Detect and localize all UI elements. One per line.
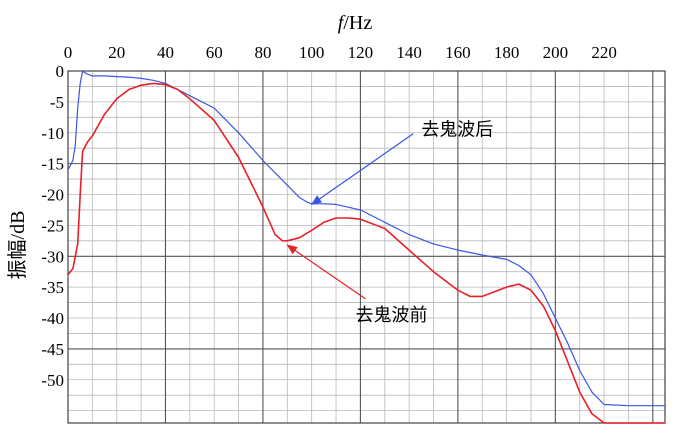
y-tick-label: -10 bbox=[41, 124, 64, 143]
x-tick-label: 220 bbox=[591, 43, 617, 62]
annotation-arrow-before bbox=[286, 244, 366, 300]
y-tick-label: 0 bbox=[56, 62, 65, 81]
x-axis-title-unit: /Hz bbox=[343, 12, 372, 34]
y-tick-label: -20 bbox=[41, 186, 64, 205]
x-tick-label: 80 bbox=[254, 43, 271, 62]
x-tick-labels: 0 20 40 60 80 100 120 140 160 180 200 220 bbox=[64, 43, 617, 62]
y-tick-label: -40 bbox=[41, 309, 64, 328]
minor-grid bbox=[67, 70, 665, 423]
x-tick-label: 60 bbox=[206, 43, 223, 62]
plot-frame bbox=[67, 70, 666, 424]
x-tick-label: 100 bbox=[299, 43, 325, 62]
major-grid bbox=[68, 71, 665, 423]
y-tick-label: -5 bbox=[50, 93, 64, 112]
x-tick-label: 120 bbox=[348, 43, 374, 62]
x-tick-label: 180 bbox=[494, 43, 520, 62]
annotation-label-after: 去鬼波后 bbox=[421, 120, 493, 141]
x-tick-label: 40 bbox=[157, 43, 174, 62]
x-axis-title: f/Hz bbox=[338, 12, 373, 34]
series-layer bbox=[67, 70, 665, 424]
y-axis-title: 振幅/dB bbox=[6, 211, 29, 280]
annotation-arrow-after bbox=[310, 133, 414, 206]
series-line-after-deghosting bbox=[67, 70, 665, 407]
annotation-label-before: 去鬼波前 bbox=[356, 305, 428, 326]
x-tick-label: 200 bbox=[543, 43, 569, 62]
y-tick-label: -15 bbox=[41, 155, 64, 174]
y-tick-label: -35 bbox=[41, 278, 64, 297]
x-tick-label: 160 bbox=[445, 43, 471, 62]
y-tick-label: -30 bbox=[41, 247, 64, 266]
series-line-before-deghosting bbox=[67, 82, 665, 424]
x-tick-label: 0 bbox=[64, 43, 73, 62]
y-tick-label: -45 bbox=[41, 340, 64, 359]
x-axis-title-italic: f bbox=[338, 12, 346, 34]
x-tick-label: 140 bbox=[396, 43, 422, 62]
y-tick-label: -25 bbox=[41, 216, 64, 235]
y-tick-label: -50 bbox=[41, 371, 64, 390]
x-tick-label: 20 bbox=[108, 43, 125, 62]
y-tick-labels: 0 -5 -10 -15 -20 -25 -30 -35 -40 -45 -50 bbox=[41, 62, 64, 390]
